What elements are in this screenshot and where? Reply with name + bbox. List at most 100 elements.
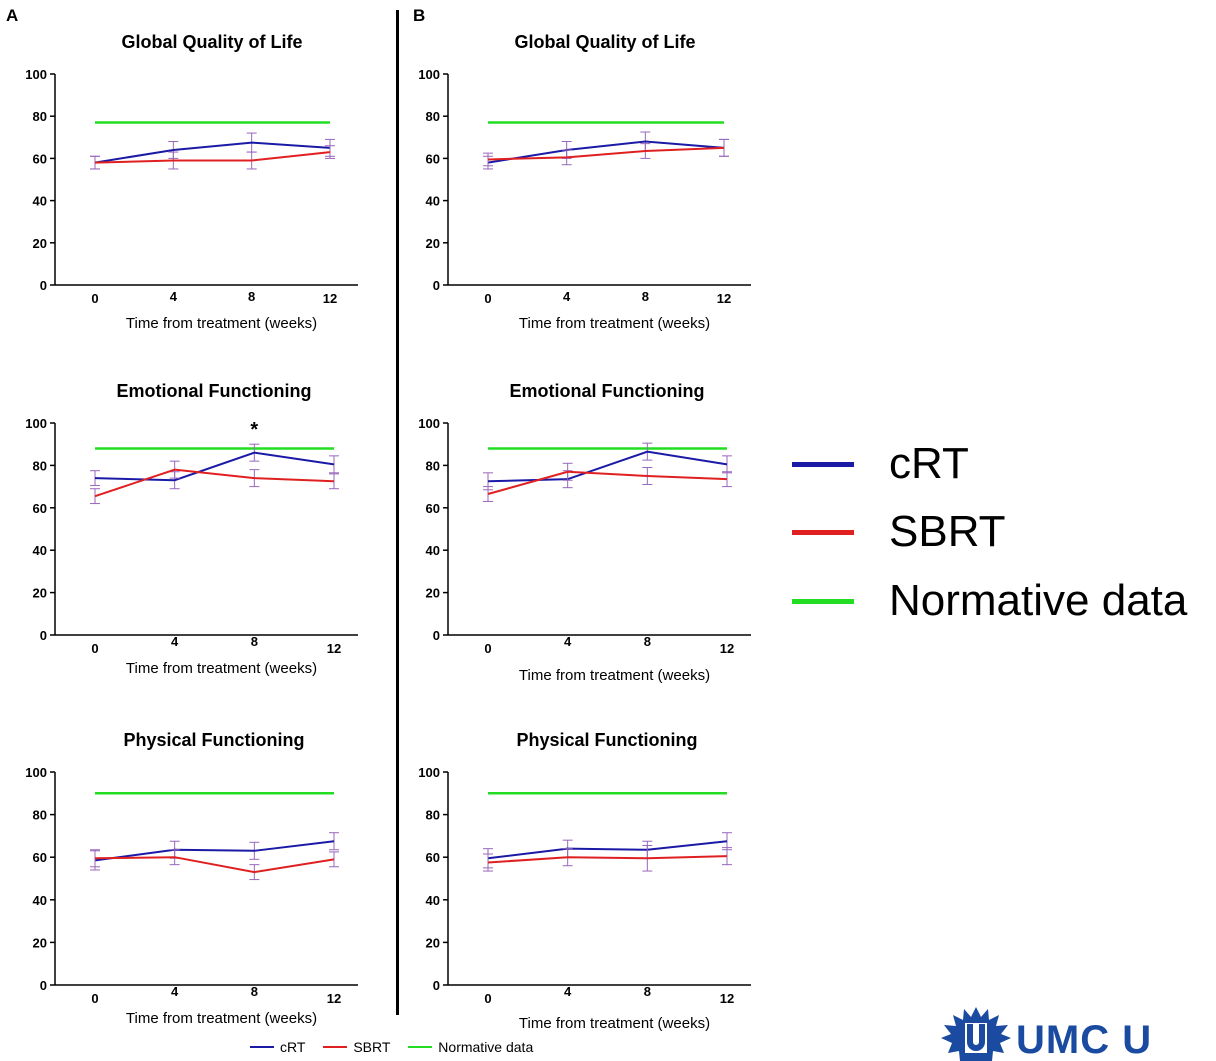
y-tick-label: 20 (33, 935, 47, 950)
x-tick-label: 8 (644, 634, 651, 649)
logo-text: UMC U (1016, 1018, 1152, 1061)
bottom-legend-swatch-crt (250, 1046, 274, 1048)
chart-3: Emotional Functioning 0 20 40 60 80 100 0 4 8 12 Ti… (25, 381, 358, 677)
chart-title: Global Quality of Life (121, 32, 302, 52)
y-tick-label: 100 (418, 67, 440, 82)
bottom-legend-label-normative: Normative data (438, 1039, 533, 1055)
legend-swatch-crt (792, 462, 854, 467)
y-tick-label: 60 (426, 501, 440, 516)
series-line-sbrt (95, 470, 334, 497)
x-tick-label: 8 (642, 289, 649, 304)
x-tick-label: 12 (720, 991, 734, 1006)
y-tick-label: 0 (433, 278, 440, 293)
bottom-legend-swatch-sbrt (323, 1046, 347, 1048)
y-tick-label: 0 (433, 978, 440, 993)
y-tick-label: 100 (25, 765, 47, 780)
series-line-sbrt (488, 472, 727, 494)
x-tick-label: 8 (644, 984, 651, 999)
y-tick-label: 80 (426, 808, 440, 823)
bottom-legend: cRT SBRT Normative data (250, 1039, 547, 1059)
y-tick-label: 100 (25, 67, 47, 82)
legend-label-normative: Normative data (889, 579, 1187, 623)
y-tick-label: 20 (33, 236, 47, 251)
x-axis-label: Time from treatment (weeks) (519, 1015, 710, 1032)
y-tick-label: 60 (33, 151, 47, 166)
chart-title: Emotional Functioning (510, 381, 705, 401)
chart-5: Physical Functioning 0 20 40 60 80 100 0 4 8 12 Tim… (25, 730, 358, 1027)
x-axis-label: Time from treatment (weeks) (519, 667, 710, 684)
y-tick-label: 100 (418, 765, 440, 780)
y-tick-label: 0 (433, 628, 440, 643)
chart-title: Physical Functioning (123, 730, 304, 750)
x-tick-label: 0 (91, 641, 98, 656)
series-line-sbrt (95, 857, 334, 872)
chart-title: Global Quality of Life (514, 32, 695, 52)
x-tick-label: 4 (563, 289, 571, 304)
y-tick-label: 0 (40, 278, 47, 293)
y-tick-label: 20 (426, 935, 440, 950)
y-tick-label: 40 (33, 194, 47, 209)
x-tick-label: 0 (91, 991, 98, 1006)
y-tick-label: 20 (33, 586, 47, 601)
legend-swatch-normative (792, 599, 854, 604)
y-tick-label: 40 (33, 893, 47, 908)
x-axis-label: Time from treatment (weeks) (126, 1010, 317, 1027)
y-tick-label: 100 (418, 416, 440, 431)
series-line-sbrt (488, 148, 724, 160)
y-tick-label: 80 (426, 458, 440, 473)
x-tick-label: 8 (251, 634, 258, 649)
chart-title: Emotional Functioning (117, 381, 312, 401)
y-tick-label: 80 (33, 109, 47, 124)
series-line-crt (95, 453, 334, 481)
series-line-sbrt (488, 856, 727, 862)
y-tick-label: 0 (40, 628, 47, 643)
bottom-legend-label-crt: cRT (280, 1039, 305, 1055)
x-tick-label: 0 (484, 641, 491, 656)
y-tick-label: 0 (40, 978, 47, 993)
x-tick-label: 4 (171, 634, 179, 649)
y-tick-label: 80 (426, 109, 440, 124)
x-axis-label: Time from treatment (weeks) (126, 315, 317, 332)
x-tick-label: 12 (720, 641, 734, 656)
y-tick-label: 60 (426, 850, 440, 865)
legend-swatch-sbrt (792, 530, 854, 535)
series-line-crt (488, 841, 727, 858)
x-tick-label: 12 (327, 641, 341, 656)
bottom-legend-swatch-normative (408, 1046, 432, 1048)
y-tick-label: 60 (33, 850, 47, 865)
y-tick-label: 60 (33, 501, 47, 516)
y-tick-label: 100 (25, 416, 47, 431)
bottom-legend-item-crt: cRT (250, 1039, 305, 1055)
x-tick-label: 0 (91, 291, 98, 306)
bottom-legend-label-sbrt: SBRT (353, 1039, 390, 1055)
x-tick-label: 12 (717, 291, 731, 306)
chart-4: Emotional Functioning 0 20 40 60 80 100 0 4 8 12 Ti… (418, 381, 751, 684)
umc-logo: UMC U (938, 1005, 1216, 1061)
y-tick-label: 60 (426, 151, 440, 166)
x-tick-label: 4 (170, 289, 178, 304)
bottom-legend-item-normative: Normative data (408, 1039, 533, 1055)
x-tick-label: 4 (564, 634, 572, 649)
umc-utrecht-star-icon (938, 1005, 1014, 1061)
x-tick-label: 8 (248, 289, 255, 304)
chart-6: Physical Functioning0204060801000 4 8 12Tim… (418, 730, 751, 1032)
y-tick-label: 80 (33, 808, 47, 823)
chart-2: Global Quality of Life 0 20 40 60 80 100 0 4 8 12 T… (418, 32, 751, 332)
x-axis-label: Time from treatment (weeks) (126, 660, 317, 677)
legend-label-sbrt: SBRT (889, 510, 1006, 554)
y-tick-label: 40 (426, 543, 440, 558)
y-tick-label: 40 (426, 194, 440, 209)
x-tick-label: 8 (251, 984, 258, 999)
y-tick-label: 40 (33, 543, 47, 558)
y-tick-label: 40 (426, 893, 440, 908)
x-tick-label: 4 (564, 984, 572, 999)
y-tick-label: 20 (426, 586, 440, 601)
x-tick-label: 0 (484, 291, 491, 306)
chart-1: Global Quality of Life 0 20 40 60 80 100 0 4 8 12 T… (25, 32, 358, 332)
x-tick-label: 12 (327, 991, 341, 1006)
legend-label-crt: cRT (889, 442, 969, 486)
y-tick-label: 20 (426, 236, 440, 251)
y-tick-label: 80 (33, 458, 47, 473)
bottom-legend-item-sbrt: SBRT (323, 1039, 390, 1055)
